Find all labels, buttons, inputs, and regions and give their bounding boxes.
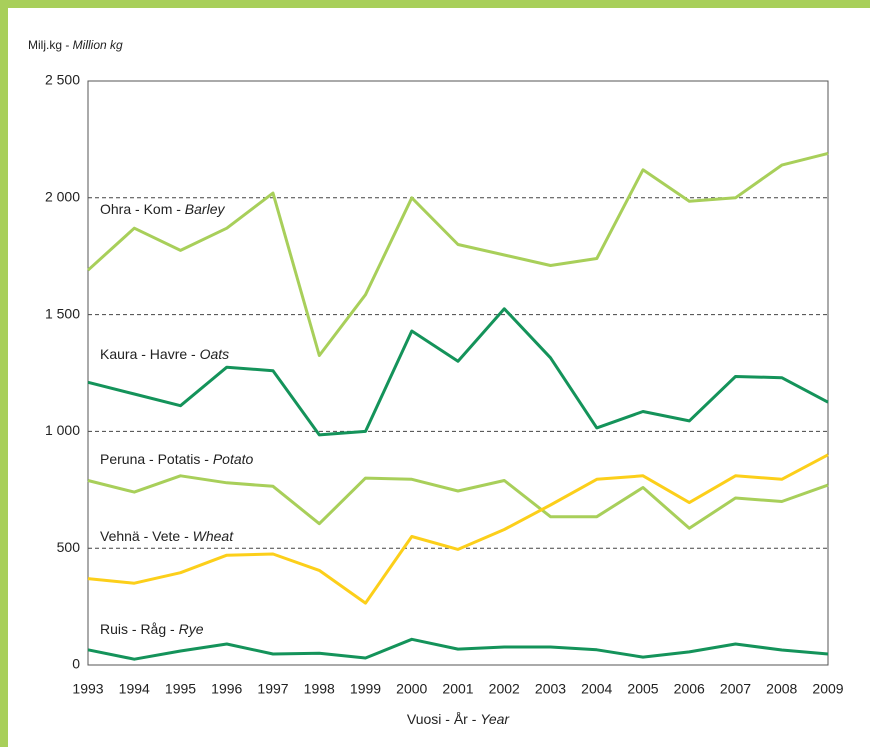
y-axis-label: Milj.kg - Million kg [28,38,123,52]
y-tick-label: 1 500 [45,305,80,321]
x-tick-label: 1993 [72,681,103,697]
series-label: Peruna - Potatis - Potato [100,451,254,467]
x-tick-label: 1998 [304,681,335,697]
x-tick-label: 2008 [766,681,797,697]
x-tick-label: 2005 [627,681,658,697]
x-tick-label: 2007 [720,681,751,697]
x-tick-label: 1997 [257,681,288,697]
x-tick-label: 2004 [581,681,612,697]
x-tick-label: 2000 [396,681,427,697]
series-line [87,453,829,605]
y-tick-label: 2 000 [45,189,80,205]
series-line [87,474,829,530]
series-line [87,637,829,661]
series-label: Kaura - Havre - Oats [100,346,229,362]
series-label: Ohra - Kom - Barley [100,201,225,217]
y-tick-label: 500 [57,539,81,555]
series-label: Vehnä - Vete - Wheat [100,528,234,544]
x-tick-label: 2002 [489,681,520,697]
x-tick-label: 2009 [812,681,843,697]
frame-top [0,0,870,8]
x-tick-label: 1995 [165,681,196,697]
x-tick-label: 1999 [350,681,381,697]
y-tick-label: 2 500 [45,72,80,88]
x-tick-label: 2006 [674,681,705,697]
x-axis-label: Vuosi - År - Year [407,711,511,727]
y-tick-label: 0 [72,656,80,672]
x-tick-label: 1996 [211,681,242,697]
x-tick-label: 2003 [535,681,566,697]
x-tick-label: 2001 [442,681,473,697]
series-line [86,151,829,357]
y-tick-label: 1 000 [45,422,80,438]
plot-frame [87,80,829,666]
frame-left [0,0,8,747]
series-label: Ruis - Råg - Rye [100,621,204,637]
series-line [87,307,829,437]
x-tick-label: 1994 [119,681,150,697]
